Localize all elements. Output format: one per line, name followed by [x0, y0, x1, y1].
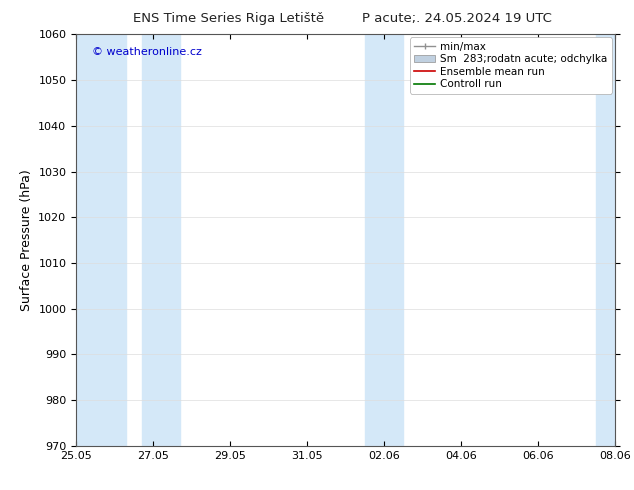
Bar	[596, 34, 615, 446]
Legend: min/max, Sm  283;rodatn acute; odchylka, Ensemble mean run, Controll run: min/max, Sm 283;rodatn acute; odchylka, …	[410, 37, 612, 94]
Bar	[76, 34, 126, 446]
Text: ENS Time Series Riga Letiště: ENS Time Series Riga Letiště	[133, 12, 324, 25]
Y-axis label: Surface Pressure (hPa): Surface Pressure (hPa)	[20, 169, 33, 311]
Text: © weatheronline.cz: © weatheronline.cz	[93, 47, 202, 57]
Text: P acute;. 24.05.2024 19 UTC: P acute;. 24.05.2024 19 UTC	[361, 12, 552, 25]
Bar	[141, 34, 180, 446]
Bar	[365, 34, 403, 446]
